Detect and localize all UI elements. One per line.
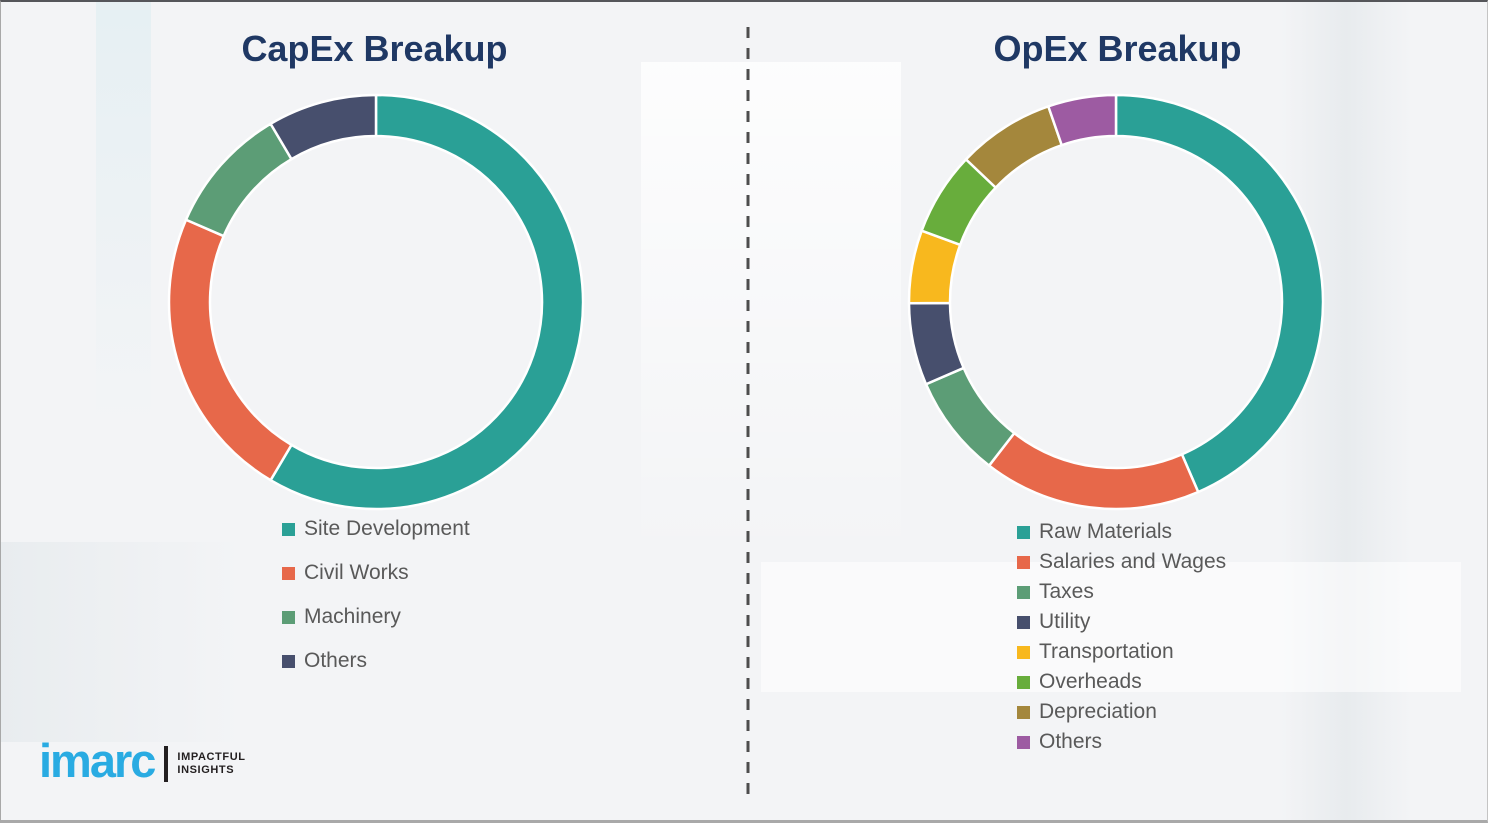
legend-swatch [282, 654, 295, 668]
divider-dashed-line [746, 27, 750, 794]
legend-label: Site Development [304, 517, 470, 540]
legend-item-others: Others [282, 650, 470, 672]
legend-swatch [1017, 645, 1030, 659]
capex-panel: CapEx Breakup Site Development Civil Work… [1, 2, 748, 820]
legend-label: Depreciation [1039, 700, 1157, 723]
segment-taxes [924, 366, 1016, 467]
legend-item-taxes: Taxes [1017, 581, 1226, 603]
legend-label: Transportation [1039, 640, 1174, 663]
legend-item-machinery: Machinery [282, 606, 470, 628]
legend-item-transportation: Transportation [1017, 641, 1226, 663]
legend-swatch [1017, 585, 1030, 599]
legend-swatch [1017, 525, 1030, 539]
legend-label: Others [304, 649, 368, 672]
segment-salaries-and-wages [987, 431, 1200, 511]
imarc-wordmark: imarc [39, 734, 156, 787]
legend-label: Salaries and Wages [1039, 550, 1227, 573]
legend-label: Machinery [304, 605, 401, 628]
legend-label: Raw Materials [1039, 520, 1173, 543]
legend-item-raw-materials: Raw Materials [1017, 521, 1226, 543]
segment-utility [907, 301, 965, 386]
capex-title: CapEx Breakup [241, 28, 508, 69]
legend-item-salaries-and-wages: Salaries and Wages [1017, 551, 1226, 573]
legend-swatch [282, 566, 295, 580]
segment-site-development [269, 93, 585, 511]
imarc-logo: imarc IMPACTFUL INSIGHTS [39, 737, 246, 784]
segment-others [269, 93, 378, 161]
segment-civil-works [167, 218, 293, 482]
segment-machinery [184, 122, 293, 238]
legend-item-depreciation: Depreciation [1017, 701, 1226, 723]
logo-tagline: IMPACTFUL INSIGHTS [177, 751, 245, 777]
legend-swatch [282, 522, 295, 536]
legend-swatch [1017, 615, 1030, 629]
segment-raw-materials [1114, 93, 1325, 494]
legend-item-civil-works: Civil Works [282, 562, 470, 584]
opex-donut-chart [907, 93, 1325, 511]
logo-tagline-line1: IMPACTFUL [177, 750, 246, 763]
legend-label: Utility [1039, 610, 1091, 633]
opex-legend: Raw Materials Salaries and Wages Taxes Util… [1017, 521, 1226, 753]
capex-donut-chart [167, 93, 585, 511]
logo-divider-bar [164, 745, 169, 782]
legend-swatch [1017, 705, 1030, 719]
legend-item-others: Others [1017, 731, 1226, 753]
legend-swatch [282, 610, 295, 624]
legend-label: Taxes [1039, 580, 1094, 603]
capex-legend: Site Development Civil Works Machinery Othe… [282, 518, 470, 672]
opex-title: OpEx Breakup [993, 28, 1242, 69]
segment-others [1047, 93, 1118, 147]
legend-item-overheads: Overheads [1017, 671, 1226, 693]
logo-tagline-line2: INSIGHTS [177, 763, 235, 776]
legend-label: Civil Works [304, 561, 409, 584]
legend-label: Overheads [1039, 670, 1142, 693]
legend-label: Others [1039, 730, 1103, 753]
legend-swatch [1017, 735, 1030, 749]
legend-item-utility: Utility [1017, 611, 1226, 633]
legend-swatch [1017, 555, 1030, 569]
opex-panel: OpEx Breakup Raw Materials Salaries and W… [748, 2, 1487, 820]
legend-swatch [1017, 675, 1030, 689]
legend-item-site-development: Site Development [282, 518, 470, 540]
